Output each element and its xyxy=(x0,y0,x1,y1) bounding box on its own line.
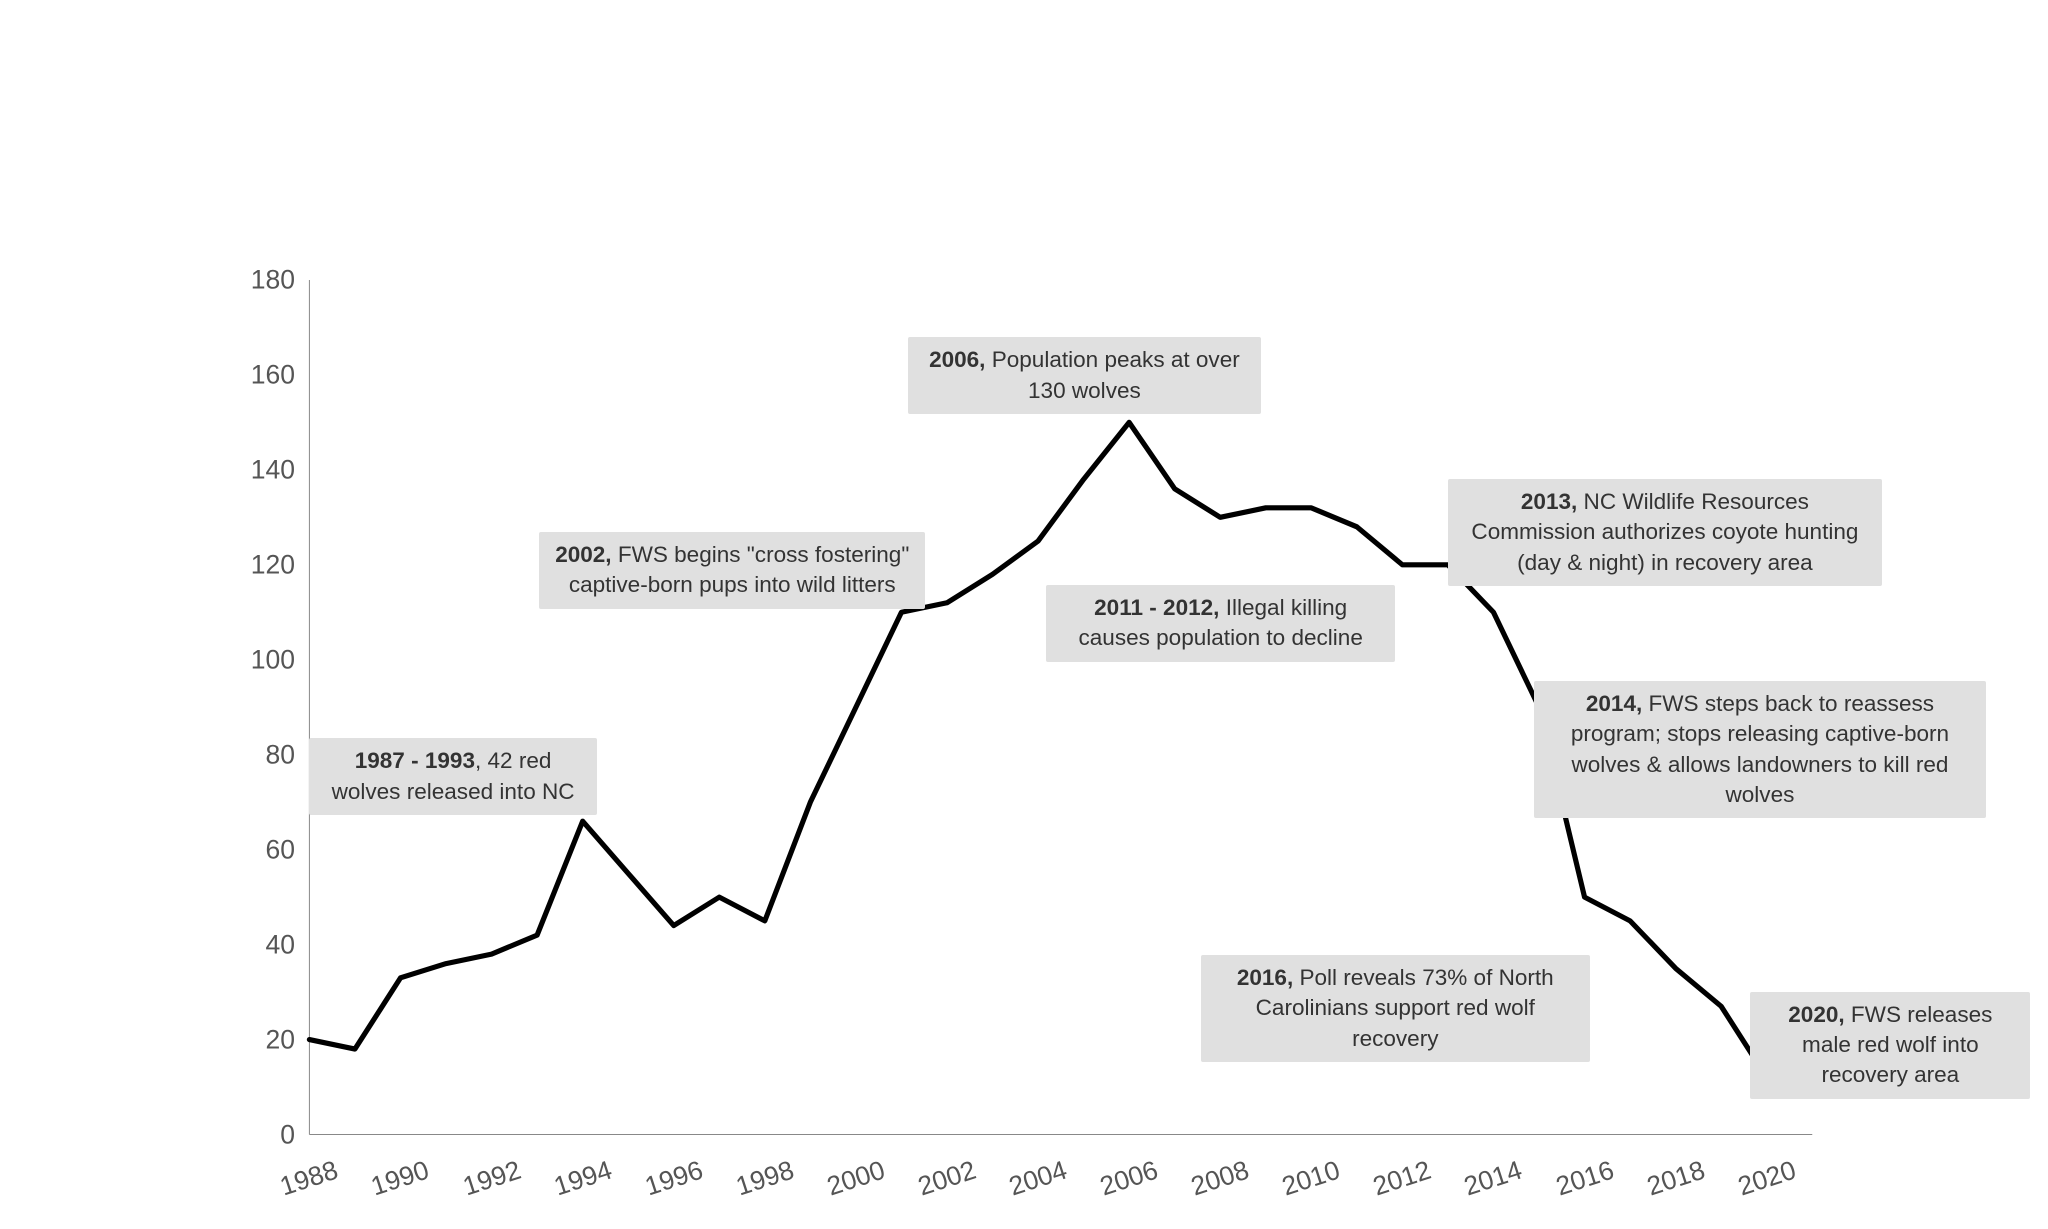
y-tick-label: 40 xyxy=(251,929,295,960)
annotation-year: 2006, xyxy=(929,347,985,372)
y-tick-label: 100 xyxy=(251,644,295,675)
y-tick-label: 60 xyxy=(251,834,295,865)
ann-2002: 2002, FWS begins "cross fostering" capti… xyxy=(539,532,925,609)
y-tick-label: 0 xyxy=(251,1119,295,1150)
y-tick-label: 140 xyxy=(251,454,295,485)
annotation-body: FWS begins "cross fostering" captive-bor… xyxy=(569,542,910,597)
y-tick-label: 20 xyxy=(251,1024,295,1055)
y-tick-label: 160 xyxy=(251,359,295,390)
annotation-year: 2013, xyxy=(1521,489,1577,514)
ann-2014: 2014, FWS steps back to reassess program… xyxy=(1534,681,1986,819)
y-tick-label: 120 xyxy=(251,549,295,580)
ann-1987: 1987 - 1993, 42 red wolves released into… xyxy=(309,738,596,815)
chart-container: 0204060801001201401601801988199019921994… xyxy=(0,0,2048,1229)
annotation-body: Population peaks at over 130 wolves xyxy=(985,347,1239,402)
annotation-year: 2016, xyxy=(1237,965,1293,990)
annotation-year: 2014, xyxy=(1586,691,1642,716)
annotation-year: 2002, xyxy=(555,542,611,567)
line-chart-svg xyxy=(0,0,2048,1229)
annotation-year: 1987 - 1993 xyxy=(355,748,475,773)
ann-2006: 2006, Population peaks at over 130 wolve… xyxy=(908,337,1262,414)
annotation-body: Poll reveals 73% of North Carolinians su… xyxy=(1256,965,1554,1051)
ann-2020: 2020, FWS releases male red wolf into re… xyxy=(1750,992,2030,1099)
ann-2013: 2013, NC Wildlife Resources Commission a… xyxy=(1448,479,1881,586)
y-tick-label: 180 xyxy=(251,264,295,295)
ann-2011: 2011 - 2012, Illegal killing causes popu… xyxy=(1046,585,1395,662)
annotation-year: 2020, xyxy=(1788,1002,1844,1027)
y-tick-label: 80 xyxy=(251,739,295,770)
ann-2016: 2016, Poll reveals 73% of North Carolini… xyxy=(1201,955,1590,1062)
annotation-year: 2011 - 2012, xyxy=(1094,595,1219,620)
